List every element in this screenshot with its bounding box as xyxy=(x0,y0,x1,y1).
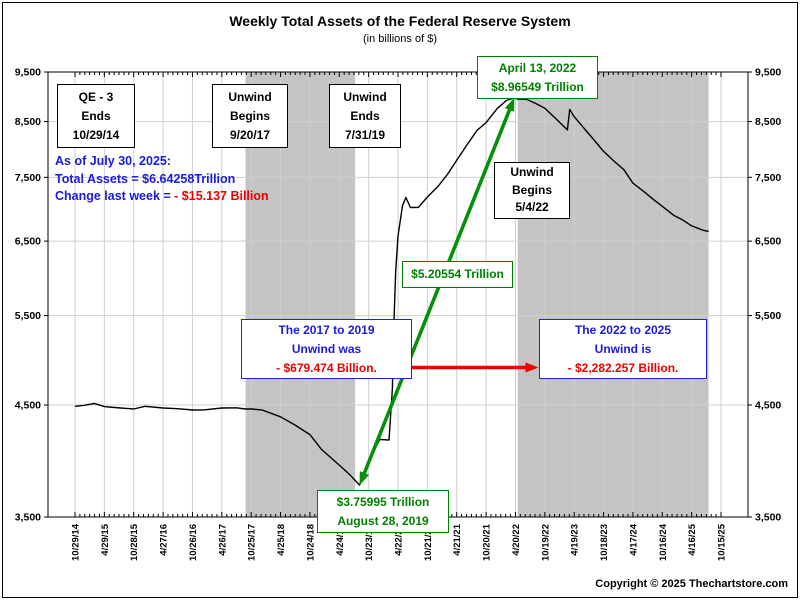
rise-amount: $5.20554 Trillion xyxy=(411,267,504,281)
callout-line: 7/31/19 xyxy=(344,127,386,142)
callout-line: Unwind xyxy=(510,165,554,180)
x-tick-label: 4/26/17 xyxy=(217,524,228,556)
callout-line: 9/20/17 xyxy=(229,127,271,142)
x-tick-label: 10/26/16 xyxy=(188,524,199,561)
unwind-amount-2017-2019: - $679.474 Billion. xyxy=(276,360,377,375)
callout-unwind-2022-2025: The 2022 to 2025 Unwind is - $2,282.257 … xyxy=(539,319,707,379)
y-tick-label-right: 7,500 xyxy=(755,172,781,184)
rise-arrow-head xyxy=(504,97,515,112)
x-tick-label: 4/27/16 xyxy=(159,524,170,556)
callout-line: Unwind was xyxy=(291,341,362,356)
callout-unwind-begins-2017: Unwind Begins 9/20/17 xyxy=(212,84,288,148)
y-tick-label-left: 3,500 xyxy=(15,512,41,524)
rise-arrow-head xyxy=(359,471,370,486)
x-tick-label: 10/29/14 xyxy=(71,523,82,561)
callout-trough: $3.75995 Trillion August 28, 2019 xyxy=(317,490,449,533)
copyright-text: Copyright © 2025 Thechartstore.com xyxy=(595,578,788,590)
callout-unwind-ends-2019: Unwind Ends 7/31/19 xyxy=(329,84,401,148)
peak-date: April 13, 2022 xyxy=(498,60,577,75)
unwind-amount-2022-2025: - $2,282.257 Billion. xyxy=(567,360,679,375)
chart-title: Weekly Total Assets of the Federal Reser… xyxy=(229,13,571,29)
callout-line: The 2017 to 2019 xyxy=(278,322,375,337)
callout-line: Ends xyxy=(81,108,111,123)
asof-change-line: Change last week = - $15.137 Billion xyxy=(55,189,269,203)
callout-qe3-ends: QE - 3 Ends 10/29/14 xyxy=(57,84,135,148)
y-tick-label-right: 4,500 xyxy=(755,400,781,412)
y-tick-label-right: 9,500 xyxy=(755,67,781,79)
callout-unwind-2017-2019: The 2017 to 2019 Unwind was - $679.474 B… xyxy=(241,319,412,379)
x-tick-label: 4/21/21 xyxy=(452,523,463,555)
peak-value: $8.96549 Trillion xyxy=(491,79,584,94)
callout-peak: April 13, 2022 $8.96549 Trillion xyxy=(477,56,598,99)
x-tick-label: 10/25/17 xyxy=(247,524,258,561)
shaded-region xyxy=(517,72,709,517)
callout-line: QE - 3 xyxy=(78,89,114,104)
callout-line: Unwind xyxy=(343,89,387,104)
chart-subtitle: (in billions of $) xyxy=(363,33,437,45)
x-tick-label: 4/24/19 xyxy=(335,524,346,556)
callout-line: Unwind is xyxy=(594,341,652,356)
x-tick-label: 4/16/25 xyxy=(687,523,698,555)
y-tick-label-left: 8,500 xyxy=(15,116,41,128)
trough-date: August 28, 2019 xyxy=(337,513,429,528)
callout-unwind-begins-2022: Unwind Begins 5/4/22 xyxy=(494,162,570,219)
y-tick-label-right: 3,500 xyxy=(755,512,781,524)
total-assets-line xyxy=(74,97,709,486)
asof-total-line: Total Assets = $6.64258Trillion xyxy=(55,171,236,186)
x-tick-label: 10/16/24 xyxy=(658,523,669,561)
y-tick-label-left: 4,500 xyxy=(15,400,41,412)
y-tick-label-left: 6,500 xyxy=(15,236,41,248)
y-tick-label-right: 8,500 xyxy=(755,116,781,128)
asof-summary: As of July 30, 2025: Total Assets = $6.6… xyxy=(55,153,269,206)
callout-line: 10/29/14 xyxy=(72,127,120,142)
y-tick-label-left: 7,500 xyxy=(15,172,41,184)
x-tick-label: 4/20/22 xyxy=(511,524,522,556)
x-tick-label: 10/21/20 xyxy=(423,524,434,561)
y-tick-label-right: 6,500 xyxy=(755,236,781,248)
callout-line: Begins xyxy=(229,108,270,123)
x-tick-label: 10/24/18 xyxy=(305,524,316,561)
x-tick-label: 10/23/19 xyxy=(364,524,375,561)
y-tick-label-left: 9,500 xyxy=(15,67,41,79)
callout-line: Unwind xyxy=(228,89,272,104)
x-tick-label: 4/17/24 xyxy=(628,523,639,555)
x-tick-label: 4/22/20 xyxy=(394,524,405,556)
callout-rise-amount: $5.20554 Trillion xyxy=(402,261,513,288)
x-tick-label: 10/20/21 xyxy=(482,523,493,561)
x-tick-label: 10/28/15 xyxy=(129,523,140,561)
x-tick-label: 4/19/23 xyxy=(570,524,581,556)
y-tick-label-left: 5,500 xyxy=(15,310,41,322)
rise-arrow-shaft xyxy=(361,106,513,477)
x-tick-label: 4/25/18 xyxy=(276,524,287,556)
x-tick-label: 10/18/23 xyxy=(599,524,610,561)
x-tick-label: 4/29/15 xyxy=(100,523,111,555)
trough-value: $3.75995 Trillion xyxy=(336,494,430,509)
x-tick-label: 10/15/25 xyxy=(717,523,728,561)
callout-line: Begins xyxy=(511,182,552,197)
asof-date-line: As of July 30, 2025: xyxy=(55,154,172,168)
callout-line: The 2022 to 2025 xyxy=(574,322,672,337)
callout-line: Ends xyxy=(350,108,380,123)
callout-line: 5/4/22 xyxy=(515,200,549,215)
y-tick-label-right: 5,500 xyxy=(755,310,781,322)
unwind-compare-arrow-head xyxy=(525,362,539,373)
x-tick-label: 10/19/22 xyxy=(540,524,551,561)
